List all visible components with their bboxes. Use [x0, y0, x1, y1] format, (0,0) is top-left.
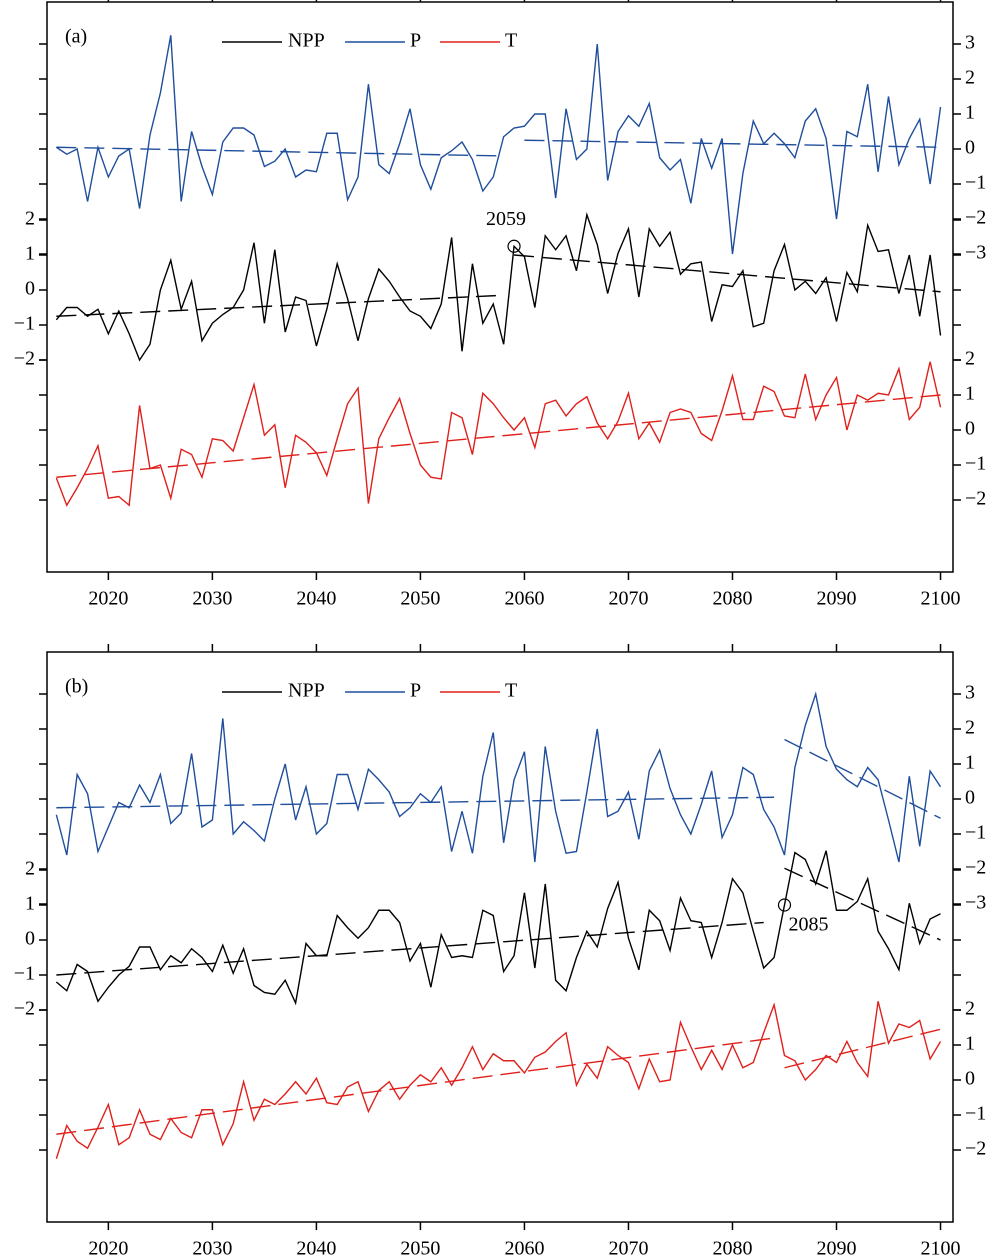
y-tick-label: −1: [965, 1103, 986, 1125]
x-tick-label: 2090: [816, 1238, 856, 1260]
series-line: [55, 361, 942, 507]
x-tick-label: 2020: [88, 1238, 128, 1260]
x-tick-label: 2090: [816, 588, 856, 610]
y-tick-label: 0: [965, 137, 975, 159]
x-tick-label: 2040: [296, 588, 336, 610]
y-tick-label: −1: [965, 453, 986, 475]
y-tick-label: −1: [14, 963, 35, 985]
y-tick-label: −2: [965, 1138, 986, 1160]
y-tick-label: −3: [965, 242, 986, 264]
breakpoint-marker: [507, 239, 521, 253]
legend-label: T: [505, 680, 517, 702]
y-tick-label: 1: [965, 752, 975, 774]
series-line: [55, 850, 941, 1006]
y-tick-label: −2: [14, 998, 35, 1020]
panel-label: (b): [65, 676, 88, 698]
y-tick-label: 1: [965, 383, 975, 405]
y-tick-label: 3: [965, 682, 975, 704]
legend-label: NPP: [288, 680, 325, 702]
y-tick-label: 1: [965, 102, 975, 124]
x-tick-label: 2060: [504, 1238, 544, 1260]
x-tick-label: 2040: [296, 1238, 336, 1260]
legend-label: P: [410, 680, 421, 702]
y-tick-label: −1: [965, 172, 986, 194]
y-tick-label: 0: [965, 1068, 975, 1090]
breakpoint-label: 2059: [486, 208, 526, 230]
plot-frame: [46, 1, 954, 573]
trend-line: [56, 921, 764, 976]
trend-line: [56, 394, 941, 478]
trend-line: [784, 1028, 941, 1069]
y-tick-label: −2: [965, 207, 986, 229]
trend-line: [56, 146, 504, 157]
y-tick-label: 0: [965, 418, 975, 440]
plot-frame: [46, 651, 954, 1223]
x-tick-label: 2030: [192, 588, 232, 610]
trend-line: [56, 796, 775, 809]
x-tick-label: 2060: [504, 588, 544, 610]
x-tick-label: 2100: [921, 1238, 961, 1260]
y-tick-label: −1: [965, 822, 986, 844]
y-tick-label: −2: [965, 857, 986, 879]
x-tick-label: 2070: [608, 1238, 648, 1260]
series-line: [55, 212, 942, 362]
x-tick-label: 2050: [400, 588, 440, 610]
x-tick-label: 2020: [88, 588, 128, 610]
legend-label: P: [410, 30, 421, 52]
series-line: [55, 1001, 942, 1159]
legend-label: T: [505, 30, 517, 52]
y-tick-label: −2: [965, 488, 986, 510]
series-line: [55, 691, 942, 863]
y-tick-label: 1: [25, 893, 35, 915]
trend-line: [513, 254, 941, 293]
series-line: [55, 35, 942, 255]
panel-label: (a): [65, 26, 87, 48]
y-tick-label: 2: [965, 348, 975, 370]
x-tick-label: 2050: [400, 1238, 440, 1260]
y-tick-label: 0: [965, 787, 975, 809]
y-tick-label: 2: [25, 208, 35, 230]
trend-line: [56, 294, 504, 317]
y-tick-label: −2: [14, 348, 35, 370]
x-tick-label: 2070: [608, 588, 648, 610]
y-tick-label: 2: [965, 67, 975, 89]
trend-line: [524, 139, 941, 148]
x-tick-label: 2100: [921, 588, 961, 610]
y-tick-label: 1: [965, 1033, 975, 1055]
y-tick-label: 2: [965, 717, 975, 739]
breakpoint-marker: [777, 898, 792, 912]
y-tick-label: 0: [25, 928, 35, 950]
y-tick-label: 0: [25, 278, 35, 300]
trend-line: [784, 867, 941, 941]
breakpoint-label: 2085: [788, 914, 828, 936]
y-tick-label: 2: [965, 998, 975, 1020]
y-tick-label: 3: [965, 32, 975, 54]
x-tick-label: 2030: [192, 1238, 232, 1260]
trend-line: [56, 1037, 775, 1135]
y-tick-label: −3: [965, 892, 986, 914]
x-tick-label: 2080: [712, 588, 752, 610]
y-tick-label: 2: [25, 858, 35, 880]
trend-line: [784, 738, 941, 819]
x-tick-label: 2080: [712, 1238, 752, 1260]
legend-label: NPP: [288, 30, 325, 52]
y-tick-label: 1: [25, 243, 35, 265]
y-tick-label: −1: [14, 313, 35, 335]
